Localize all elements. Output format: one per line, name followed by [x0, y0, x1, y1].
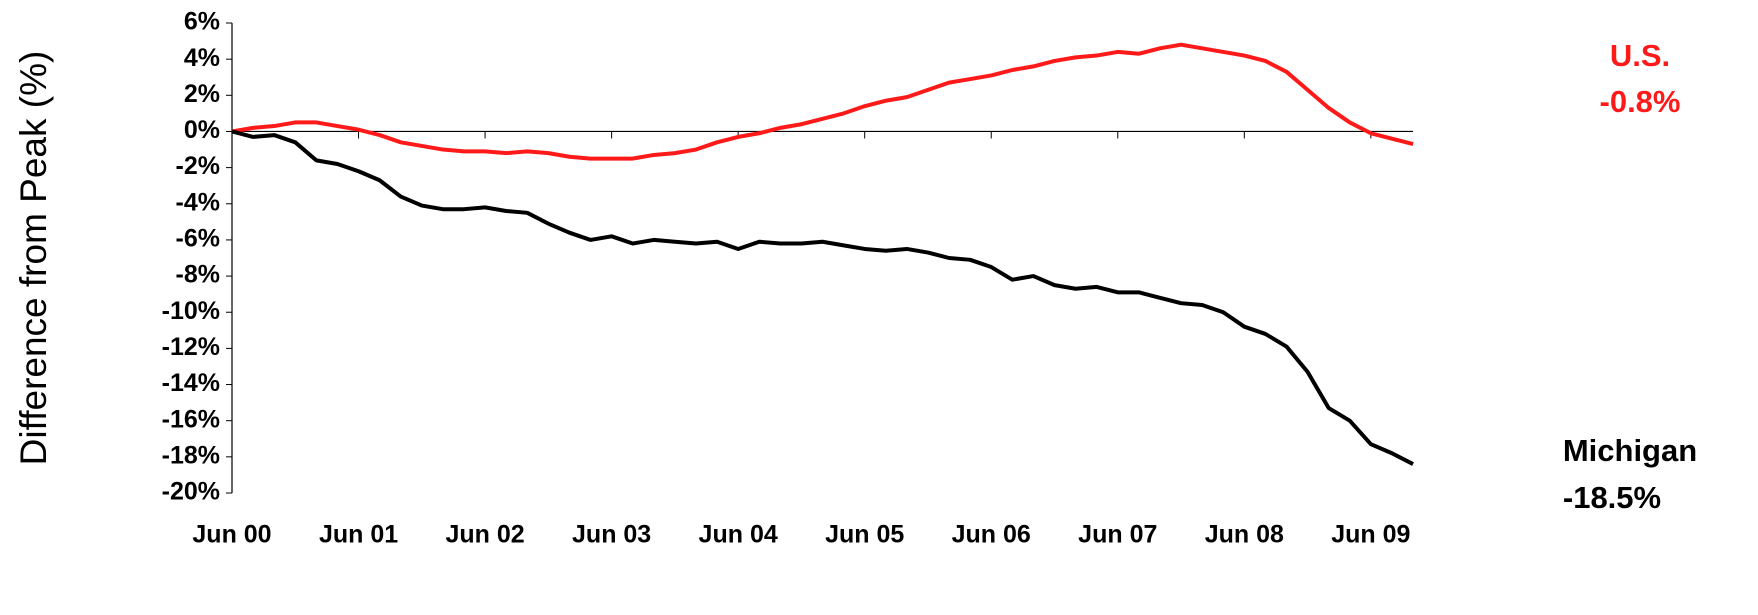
y-tick-label: -18% — [162, 441, 220, 469]
y-tick-label: -14% — [162, 369, 220, 397]
x-tick-label: Jun 07 — [1078, 521, 1157, 549]
y-tick-label: 6% — [184, 8, 220, 36]
x-tick-label: Jun 03 — [572, 521, 651, 549]
us-end-label: -0.8% — [1600, 84, 1681, 119]
y-tick-label: -12% — [162, 333, 220, 361]
x-tick-label: Jun 04 — [699, 521, 778, 549]
x-tick-label: Jun 01 — [319, 521, 398, 549]
y-tick-label: -10% — [162, 297, 220, 325]
y-tick-label: -20% — [162, 478, 220, 506]
x-tick-label: Jun 06 — [952, 521, 1031, 549]
michigan-label: Michigan — [1563, 433, 1697, 468]
y-tick-label: -2% — [176, 152, 220, 180]
y-tick-label: 0% — [184, 116, 220, 144]
y-tick-label: -16% — [162, 405, 220, 433]
y-axis-label: Difference from Peak (%) — [13, 51, 54, 466]
x-tick-label: Jun 08 — [1205, 521, 1284, 549]
y-tick-label: -6% — [176, 225, 220, 253]
series-line — [231, 129, 1414, 466]
y-tick-label: -8% — [176, 261, 220, 289]
michigan-end-label: -18.5% — [1563, 480, 1661, 515]
x-tick-label: Jun 09 — [1331, 521, 1410, 549]
x-tick-label: Jun 02 — [445, 521, 524, 549]
y-tick-label: 2% — [184, 80, 220, 108]
x-tick-label: Jun 05 — [825, 521, 904, 549]
y-tick-label: 4% — [184, 44, 220, 72]
us-label: U.S. — [1610, 38, 1670, 73]
series-line — [231, 42, 1414, 161]
y-tick-label: -4% — [176, 188, 220, 216]
x-tick-label: Jun 00 — [192, 521, 271, 549]
